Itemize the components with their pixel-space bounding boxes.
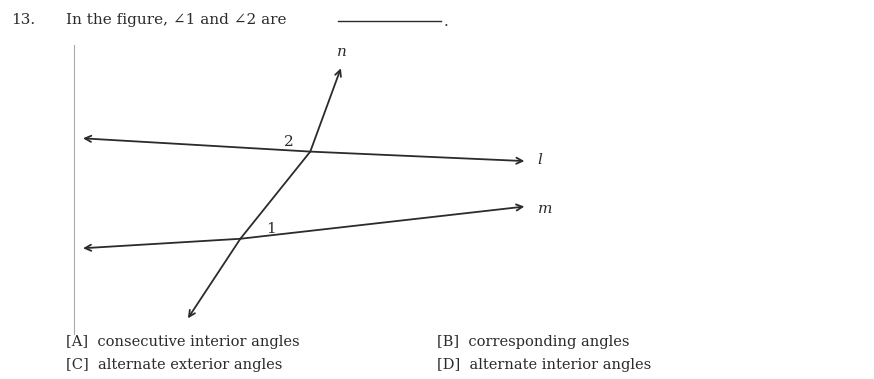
Text: n: n (336, 45, 346, 59)
Text: [C]  alternate exterior angles: [C] alternate exterior angles (66, 358, 282, 372)
Text: [D]  alternate interior angles: [D] alternate interior angles (437, 358, 651, 372)
Text: 2: 2 (284, 135, 294, 149)
Text: .: . (444, 15, 448, 29)
Text: l: l (538, 153, 543, 167)
Text: 1: 1 (267, 222, 276, 236)
Text: In the figure, ∠1 and ∠2 are: In the figure, ∠1 and ∠2 are (66, 13, 286, 27)
Text: 13.: 13. (11, 13, 36, 27)
Text: [A]  consecutive interior angles: [A] consecutive interior angles (66, 335, 299, 349)
Text: [B]  corresponding angles: [B] corresponding angles (437, 335, 629, 349)
Text: m: m (538, 202, 552, 216)
